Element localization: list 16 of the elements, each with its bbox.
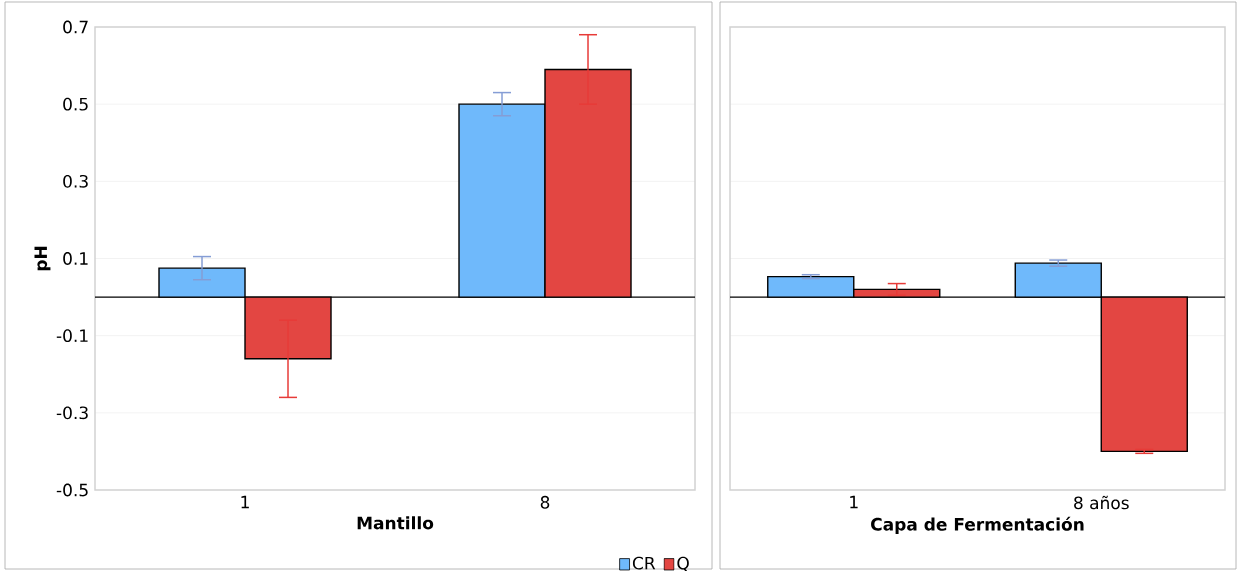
legend-label: Q: [677, 556, 689, 571]
y-tick-label: -0.5: [56, 483, 88, 497]
y-axis-title: pH: [34, 246, 51, 271]
y-tick-label: -0.3: [56, 406, 88, 420]
y-tick-label: 0.1: [63, 252, 88, 265]
legend-label: CR: [632, 556, 656, 570]
x-tick-label: 8 años: [1074, 495, 1129, 510]
x-tick-label: 1: [850, 495, 858, 509]
x-axis-title: Capa de Fermentación: [871, 516, 1084, 534]
x-tick-label: 1: [241, 495, 249, 509]
y-tick-label: -0.1: [56, 329, 88, 343]
y-tick-label: 0.7: [63, 20, 88, 34]
y-tick-label: 0.3: [63, 174, 88, 188]
x-tick-label: 8: [540, 495, 550, 509]
y-tick-label: 0.5: [63, 97, 88, 111]
x-axis-title: Mantillo: [357, 516, 434, 530]
